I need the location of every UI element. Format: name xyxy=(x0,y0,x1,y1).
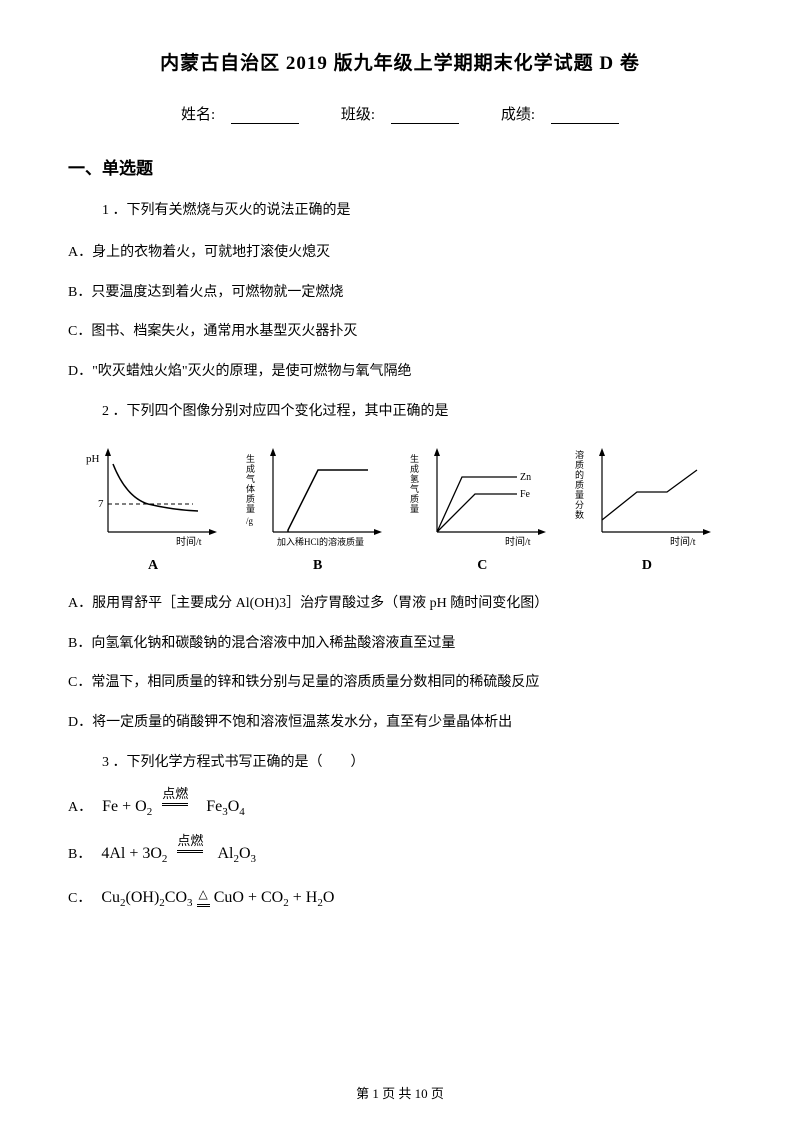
chart-c: 生 成 氢 气 质 量 Zn Fe 时间/t xyxy=(407,442,557,552)
chart-b-yl4: 体 xyxy=(246,483,255,494)
chart-a-ylabel: pH xyxy=(86,453,100,465)
chart-label-d: D xyxy=(572,558,722,574)
chart-d-yl7: 数 xyxy=(575,509,584,520)
q1-opt-d: D．"吹灭蜡烛火焰"灭火的原理，是使可燃物与氧气隔绝 xyxy=(68,360,732,384)
chart-c-fe: Fe xyxy=(520,489,531,500)
q1-opt-c: C．图书、档案失火，通常用水基型灭火器扑灭 xyxy=(68,320,732,344)
name-blank xyxy=(231,109,299,124)
chart-d-yl1: 溶 xyxy=(575,449,584,460)
chart-d-yl2: 质 xyxy=(575,459,584,470)
class-blank xyxy=(391,109,459,124)
chart-a-xlabel: 时间/t xyxy=(176,535,202,548)
q3-b-eq: 4Al + 3O2 点燃 Al2O3 xyxy=(101,840,256,865)
class-label: 班级: xyxy=(341,107,375,123)
q3-opt-a: A． Fe + O2 点燃 Fe3O4 xyxy=(68,793,732,818)
chart-a-ytick: 7 xyxy=(98,498,104,510)
chart-c-yl3: 氢 xyxy=(410,473,419,484)
chart-d-yl5: 量 xyxy=(575,490,584,500)
chart-label-b: B xyxy=(243,558,393,574)
q3-c-label: C． xyxy=(68,887,91,909)
q1-opt-b: B．只要温度达到着火点，可燃物就一定燃烧 xyxy=(68,281,732,305)
chart-d-yl6: 分 xyxy=(575,500,584,510)
condition-icon: 点燃 xyxy=(158,783,192,808)
q2-text: 2 ．下列四个图像分别对应四个变化过程，其中正确的是 xyxy=(102,400,732,424)
chart-c-yl4: 气 xyxy=(410,483,419,494)
q3-opt-c: C． Cu2(OH)2CO3 △ CuO + CO2 + H2O xyxy=(68,887,732,909)
chart-c-xlabel: 时间/t xyxy=(505,535,531,548)
chart-d-xlabel: 时间/t xyxy=(670,535,696,548)
q1-text: 1 ．下列有关燃烧与灭火的说法正确的是 xyxy=(102,199,732,223)
q2-opt-c: C．常温下，相同质量的锌和铁分别与足量的溶质质量分数相同的稀硫酸反应 xyxy=(68,671,732,695)
charts-row: pH 7 时间/t 生 成 气 体 质 量 /g 加入稀HCl的溶液质量 生 成… xyxy=(68,442,732,552)
chart-b-yl2: 成 xyxy=(246,463,255,474)
chart-labels-row: A B C D xyxy=(68,558,732,574)
info-row: 姓名: 班级: 成绩: xyxy=(68,103,732,124)
q3-opt-b: B． 4Al + 3O2 点燃 Al2O3 xyxy=(68,840,732,865)
chart-d: 溶 质 的 质 量 分 数 时间/t xyxy=(572,442,722,552)
q3-b-label: B． xyxy=(68,843,91,865)
q3-a-label: A． xyxy=(68,796,92,818)
chart-c-yl1: 生 xyxy=(410,453,419,464)
score-label: 成绩: xyxy=(501,107,535,123)
q1-opt-a: A．身上的衣物着火，可就地打滚使火熄灭 xyxy=(68,241,732,265)
chart-d-yl4: 质 xyxy=(575,479,584,490)
q2-opt-b: B．向氢氧化钠和碳酸钠的混合溶液中加入稀盐酸溶液直至过量 xyxy=(68,632,732,656)
section-heading: 一、单选题 xyxy=(68,154,732,179)
q3-a-eq: Fe + O2 点燃 Fe3O4 xyxy=(102,793,245,818)
q2-opt-d: D．将一定质量的硝酸钾不饱和溶液恒温蒸发水分，直至有少量晶体析出 xyxy=(68,711,732,735)
score-blank xyxy=(551,109,619,124)
chart-b-yl6: 量 xyxy=(246,504,255,514)
chart-b-yl7: /g xyxy=(246,516,254,526)
chart-c-yl5: 质 xyxy=(410,493,419,504)
name-label: 姓名: xyxy=(181,107,215,123)
chart-c-zn: Zn xyxy=(520,472,531,483)
chart-b-yl5: 质 xyxy=(246,493,255,504)
chart-label-a: A xyxy=(78,558,228,574)
q2-opt-a: A．服用胃舒平［主要成分 Al(OH)3］治疗胃酸过多（胃液 pH 随时间变化图… xyxy=(68,592,732,616)
chart-b-yl3: 气 xyxy=(246,473,255,484)
chart-a: pH 7 时间/t xyxy=(78,442,228,552)
q3-c-eq: Cu2(OH)2CO3 △ CuO + CO2 + H2O xyxy=(101,889,334,909)
condition-icon: 点燃 xyxy=(173,830,207,855)
page-footer: 第 1 页 共 10 页 xyxy=(0,1083,800,1102)
chart-b: 生 成 气 体 质 量 /g 加入稀HCl的溶液质量 xyxy=(243,442,393,552)
chart-b-yl1: 生 xyxy=(246,453,255,464)
chart-b-xlabel: 加入稀HCl的溶液质量 xyxy=(277,536,364,547)
page-title: 内蒙古自治区 2019 版九年级上学期期末化学试题 D 卷 xyxy=(68,48,732,75)
chart-label-c: C xyxy=(407,558,557,574)
chart-d-yl3: 的 xyxy=(575,469,584,480)
chart-c-yl2: 成 xyxy=(410,463,419,474)
chart-c-yl6: 量 xyxy=(410,504,419,514)
q3-text: 3 ．下列化学方程式书写正确的是（ ） xyxy=(102,751,732,775)
